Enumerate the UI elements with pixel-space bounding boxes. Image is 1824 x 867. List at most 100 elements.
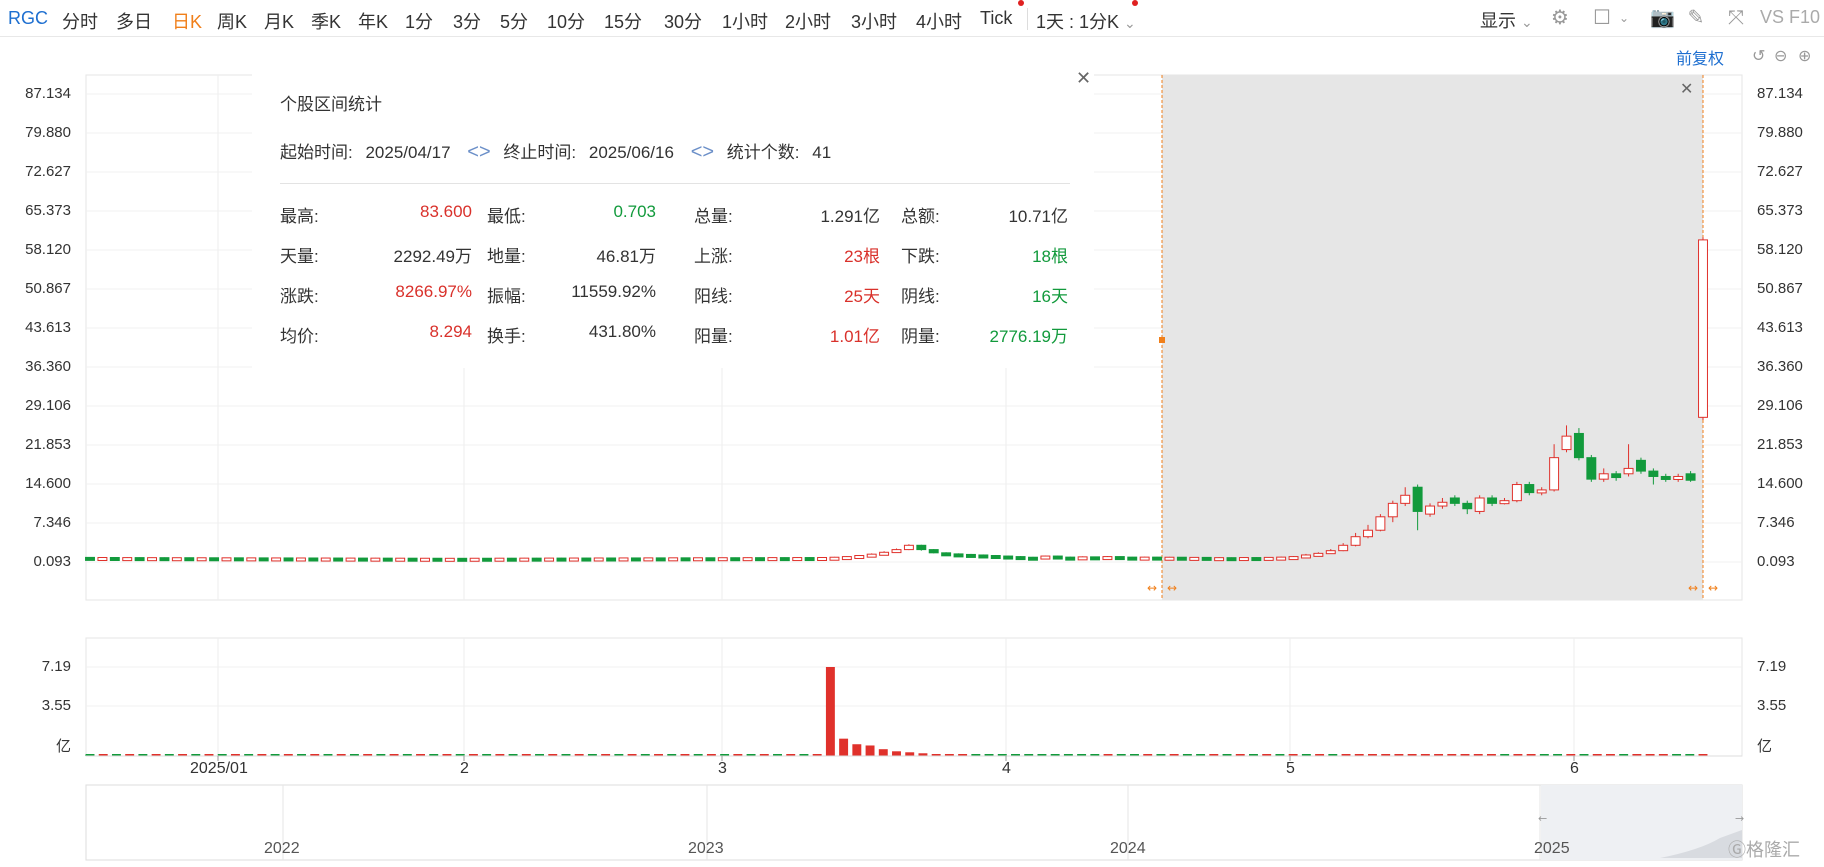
volume-bar bbox=[1605, 754, 1615, 756]
candle-body bbox=[742, 557, 753, 562]
period-tab[interactable]: Tick bbox=[980, 8, 1013, 28]
period-tab[interactable]: 30分 bbox=[664, 12, 703, 32]
volume-bar bbox=[98, 754, 108, 756]
volume-bar bbox=[706, 754, 716, 756]
navigator-arrow-icon: ← bbox=[1538, 812, 1547, 825]
volume-bar bbox=[323, 754, 333, 756]
stat-value: 18根 bbox=[1032, 247, 1068, 266]
period-tab[interactable]: 季K bbox=[311, 12, 342, 32]
candle-body bbox=[1660, 475, 1671, 480]
candle-body bbox=[1176, 556, 1187, 561]
period-tab[interactable]: 5分 bbox=[500, 12, 529, 32]
candle-body bbox=[643, 557, 654, 562]
volume-bar bbox=[336, 754, 346, 756]
price-tick-label: 79.880 bbox=[25, 124, 71, 141]
candle-body bbox=[1040, 555, 1051, 560]
volume-bar bbox=[1301, 754, 1311, 756]
candle-body bbox=[1065, 556, 1076, 561]
candle-body bbox=[792, 557, 803, 562]
display-menu[interactable]: 显示 ⌄ bbox=[1480, 11, 1533, 31]
candle-body bbox=[333, 557, 344, 562]
stat-value: 2292.49万 bbox=[393, 247, 472, 266]
resize-arrow-icon: ↔ bbox=[1708, 581, 1718, 595]
stat-value: 0.703 bbox=[613, 202, 656, 221]
period-tab[interactable]: 年K bbox=[358, 12, 389, 32]
panel-close-icon[interactable]: ✕ bbox=[1076, 68, 1092, 88]
period-tab[interactable]: 分时 bbox=[62, 12, 98, 32]
candle-body bbox=[1313, 552, 1324, 557]
candle-body bbox=[1300, 554, 1311, 559]
volume-bar bbox=[905, 752, 915, 756]
candle-body bbox=[804, 557, 815, 562]
zoom-in-icon[interactable]: ⊕ bbox=[1798, 48, 1812, 65]
watermark-logo: Ⓖ格隆汇 bbox=[1728, 840, 1800, 860]
volume-bar bbox=[111, 754, 121, 756]
start-adjust-icon[interactable]: <> bbox=[467, 141, 491, 163]
price-tick-label: 79.880 bbox=[1757, 124, 1803, 141]
period-tab[interactable]: 多日 bbox=[116, 12, 152, 32]
candle-body bbox=[544, 557, 555, 562]
volume-bar bbox=[1632, 754, 1642, 756]
period-tab[interactable]: 2小时 bbox=[785, 12, 832, 32]
navigator-arrow-icon: → bbox=[1735, 812, 1744, 825]
candle-body bbox=[1425, 505, 1435, 515]
candle-body bbox=[1623, 467, 1634, 475]
volume-bar bbox=[931, 754, 941, 756]
period-tab[interactable]: 10分 bbox=[547, 12, 586, 32]
navigator-tick-label: 2024 bbox=[1110, 840, 1146, 857]
candle-body bbox=[990, 555, 1001, 560]
period-tab[interactable]: 15分 bbox=[604, 12, 643, 32]
selection-close-icon[interactable]: ✕ bbox=[1680, 81, 1694, 98]
period-tab[interactable]: 3小时 bbox=[851, 12, 898, 32]
pen-icon[interactable]: ✎ bbox=[1687, 7, 1705, 29]
volume-bar bbox=[865, 745, 875, 756]
price-tick-label: 87.134 bbox=[1757, 85, 1803, 102]
volume-bar bbox=[429, 754, 439, 756]
candle-body bbox=[432, 557, 443, 562]
price-tick-label: 65.373 bbox=[1757, 202, 1803, 219]
candle-body bbox=[1499, 500, 1510, 505]
symbol-label[interactable]: RGC bbox=[8, 8, 48, 28]
date-tick-label: 5 bbox=[1286, 760, 1295, 777]
period-tab[interactable]: 4小时 bbox=[916, 12, 963, 32]
period-tab[interactable]: 月K bbox=[264, 12, 295, 32]
candle-body bbox=[469, 557, 480, 562]
chevron-down-icon[interactable]: ⌄ bbox=[1618, 11, 1630, 25]
candle-body bbox=[866, 553, 877, 558]
candle-body bbox=[556, 557, 567, 562]
period-tab[interactable]: 3分 bbox=[453, 12, 482, 32]
candle-body bbox=[1673, 475, 1684, 480]
candle-body bbox=[1698, 239, 1708, 418]
candle-body bbox=[1201, 556, 1212, 561]
volume-bar bbox=[416, 754, 425, 756]
undo-icon[interactable]: ↺ bbox=[1752, 48, 1766, 65]
adjust-price-button[interactable]: 前复权 bbox=[1676, 51, 1725, 68]
volume-bar bbox=[839, 738, 849, 756]
volume-bar bbox=[468, 754, 478, 756]
volume-bar bbox=[191, 754, 201, 756]
period-select[interactable]: 1天 : 1分K ⌄ bbox=[1036, 12, 1136, 32]
navigator-tick-label: 2025 bbox=[1534, 840, 1570, 857]
period-tab[interactable]: 日K bbox=[172, 12, 203, 32]
stat-label: 阴线: bbox=[901, 287, 940, 306]
panel-divider bbox=[280, 183, 1070, 184]
vs-f10-label[interactable]: VS F10 bbox=[1760, 7, 1821, 27]
period-tab[interactable]: 周K bbox=[217, 12, 248, 32]
candle-body bbox=[271, 557, 282, 562]
price-tick-label: 7.346 bbox=[1757, 514, 1795, 531]
candle-body bbox=[1127, 556, 1138, 561]
layout-square-icon[interactable]: ☐ bbox=[1593, 7, 1611, 29]
period-tab[interactable]: 1小时 bbox=[722, 12, 769, 32]
camera-icon[interactable]: 📷 bbox=[1650, 7, 1675, 29]
candle-body bbox=[171, 557, 182, 562]
stat-label: 均价: bbox=[280, 327, 319, 346]
end-adjust-icon[interactable]: <> bbox=[690, 141, 715, 163]
settings-gear-icon[interactable]: ⚙ bbox=[1551, 7, 1569, 29]
price-tick-label: 14.600 bbox=[25, 475, 71, 492]
period-tab[interactable]: 1分 bbox=[405, 12, 434, 32]
volume-bar bbox=[971, 754, 981, 756]
fullscreen-icon[interactable]: ⤧ bbox=[1728, 7, 1744, 29]
stat-label: 振幅: bbox=[487, 287, 526, 306]
zoom-out-icon[interactable]: ⊖ bbox=[1774, 48, 1788, 65]
range-row: 起始时间: 2025/04/17 <> 终止时间: 2025/06/16 <> … bbox=[280, 138, 839, 164]
